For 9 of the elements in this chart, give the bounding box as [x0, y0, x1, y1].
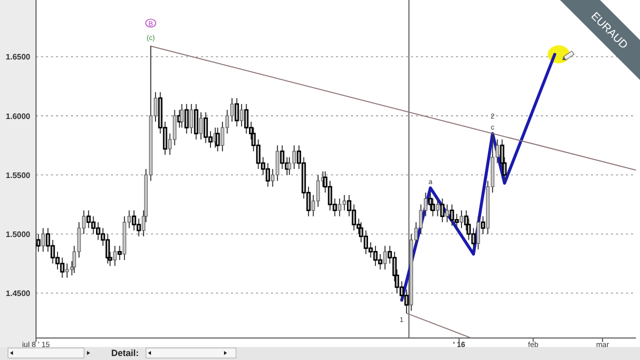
candlestick	[440, 198, 445, 223]
y-tick-label: 1.5500	[6, 170, 31, 180]
y-tick-label: 1.6500	[6, 52, 31, 62]
candlestick	[184, 104, 189, 134]
y-tick-label: 1.4500	[6, 289, 31, 298]
candlestick	[216, 127, 220, 152]
y-tick-label: 1.5000	[6, 230, 31, 239]
y-tick-label: 1.6000	[6, 112, 31, 121]
text: Detail:	[111, 348, 139, 358]
